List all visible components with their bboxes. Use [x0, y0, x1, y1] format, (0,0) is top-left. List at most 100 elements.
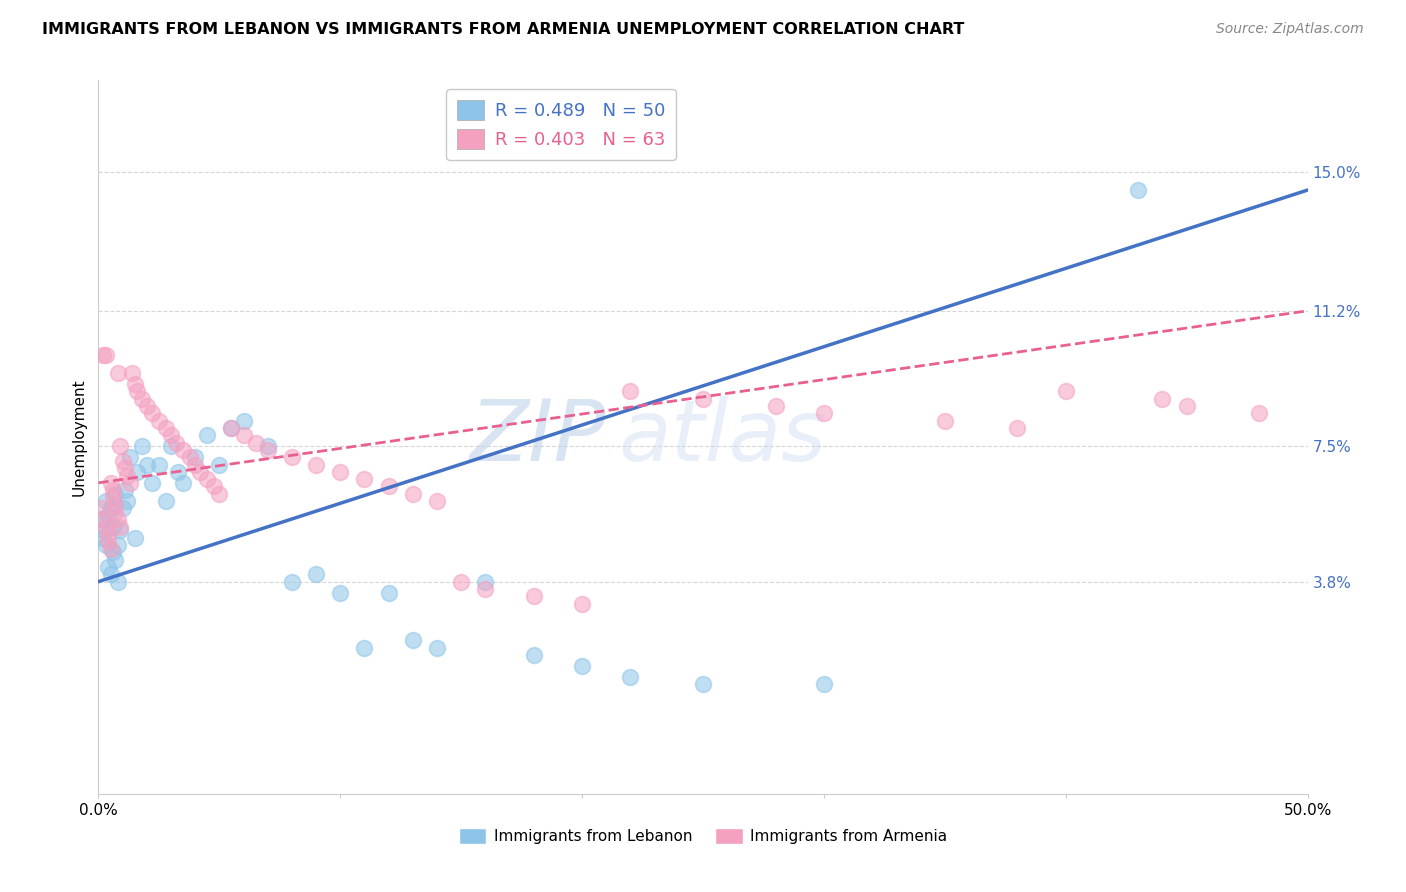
Point	[765, 399, 787, 413]
Point	[305, 458, 328, 472]
Point	[127, 384, 149, 399]
Point	[148, 414, 170, 428]
Point	[195, 472, 218, 486]
Point	[172, 442, 194, 457]
Text: IMMIGRANTS FROM LEBANON VS IMMIGRANTS FROM ARMENIA UNEMPLOYMENT CORRELATION CHAR: IMMIGRANTS FROM LEBANON VS IMMIGRANTS FR…	[42, 22, 965, 37]
Point	[124, 377, 146, 392]
Point	[131, 392, 153, 406]
Point	[523, 589, 546, 603]
Point	[91, 531, 114, 545]
Point	[232, 414, 254, 428]
Point	[474, 582, 496, 596]
Point	[934, 414, 956, 428]
Point	[281, 574, 304, 589]
Point	[221, 421, 243, 435]
Point	[571, 658, 593, 673]
Point	[131, 439, 153, 453]
Point	[121, 366, 143, 380]
Point	[692, 392, 714, 406]
Point	[135, 399, 157, 413]
Point	[91, 348, 114, 362]
Point	[104, 505, 127, 519]
Point	[1249, 406, 1271, 420]
Text: ZIP: ZIP	[470, 395, 606, 479]
Point	[91, 512, 114, 526]
Point	[329, 465, 352, 479]
Point	[281, 450, 304, 465]
Point	[204, 479, 226, 493]
Point	[124, 531, 146, 545]
Point	[135, 458, 157, 472]
Point	[1054, 384, 1077, 399]
Point	[108, 520, 131, 534]
Point	[155, 494, 177, 508]
Point	[184, 450, 207, 465]
Point	[619, 670, 641, 684]
Point	[523, 648, 546, 662]
Point	[108, 524, 131, 538]
Point	[114, 461, 136, 475]
Point	[104, 552, 127, 566]
Point	[100, 567, 122, 582]
Point	[100, 475, 122, 490]
Point	[97, 534, 120, 549]
Point	[305, 567, 328, 582]
Point	[104, 498, 127, 512]
Point	[118, 475, 141, 490]
Point	[117, 494, 139, 508]
Point	[167, 465, 190, 479]
Point	[107, 538, 129, 552]
Point	[100, 501, 122, 516]
Point	[426, 640, 449, 655]
Point	[208, 487, 231, 501]
Point	[97, 560, 120, 574]
Point	[118, 450, 141, 465]
Point	[104, 487, 127, 501]
Point	[692, 677, 714, 691]
Point	[426, 494, 449, 508]
Point	[402, 487, 425, 501]
Point	[101, 491, 124, 505]
Point	[117, 468, 139, 483]
Point	[107, 574, 129, 589]
Point	[141, 475, 163, 490]
Point	[107, 366, 129, 380]
Point	[101, 545, 124, 559]
Point	[329, 585, 352, 599]
Point	[107, 512, 129, 526]
Point	[101, 520, 124, 534]
Point	[100, 541, 122, 556]
Point	[94, 520, 117, 534]
Point	[377, 585, 399, 599]
Point	[90, 501, 112, 516]
Point	[97, 527, 120, 541]
Point	[188, 465, 211, 479]
Point	[160, 439, 183, 453]
Point	[111, 501, 134, 516]
Point	[101, 483, 124, 497]
Point	[148, 458, 170, 472]
Point	[1007, 421, 1029, 435]
Text: atlas: atlas	[619, 395, 827, 479]
Point	[111, 454, 134, 468]
Point	[155, 421, 177, 435]
Point	[221, 421, 243, 435]
Point	[402, 633, 425, 648]
Point	[813, 677, 835, 691]
Point	[1175, 399, 1198, 413]
Point	[1128, 183, 1150, 197]
Point	[94, 348, 117, 362]
Point	[165, 435, 187, 450]
Point	[450, 574, 472, 589]
Point	[172, 475, 194, 490]
Point	[127, 465, 149, 479]
Legend: Immigrants from Lebanon, Immigrants from Armenia: Immigrants from Lebanon, Immigrants from…	[453, 822, 953, 850]
Point	[141, 406, 163, 420]
Point	[377, 479, 399, 493]
Point	[813, 406, 835, 420]
Y-axis label: Unemployment: Unemployment	[72, 378, 87, 496]
Point	[208, 458, 231, 472]
Point	[97, 508, 120, 523]
Point	[245, 435, 267, 450]
Point	[1152, 392, 1174, 406]
